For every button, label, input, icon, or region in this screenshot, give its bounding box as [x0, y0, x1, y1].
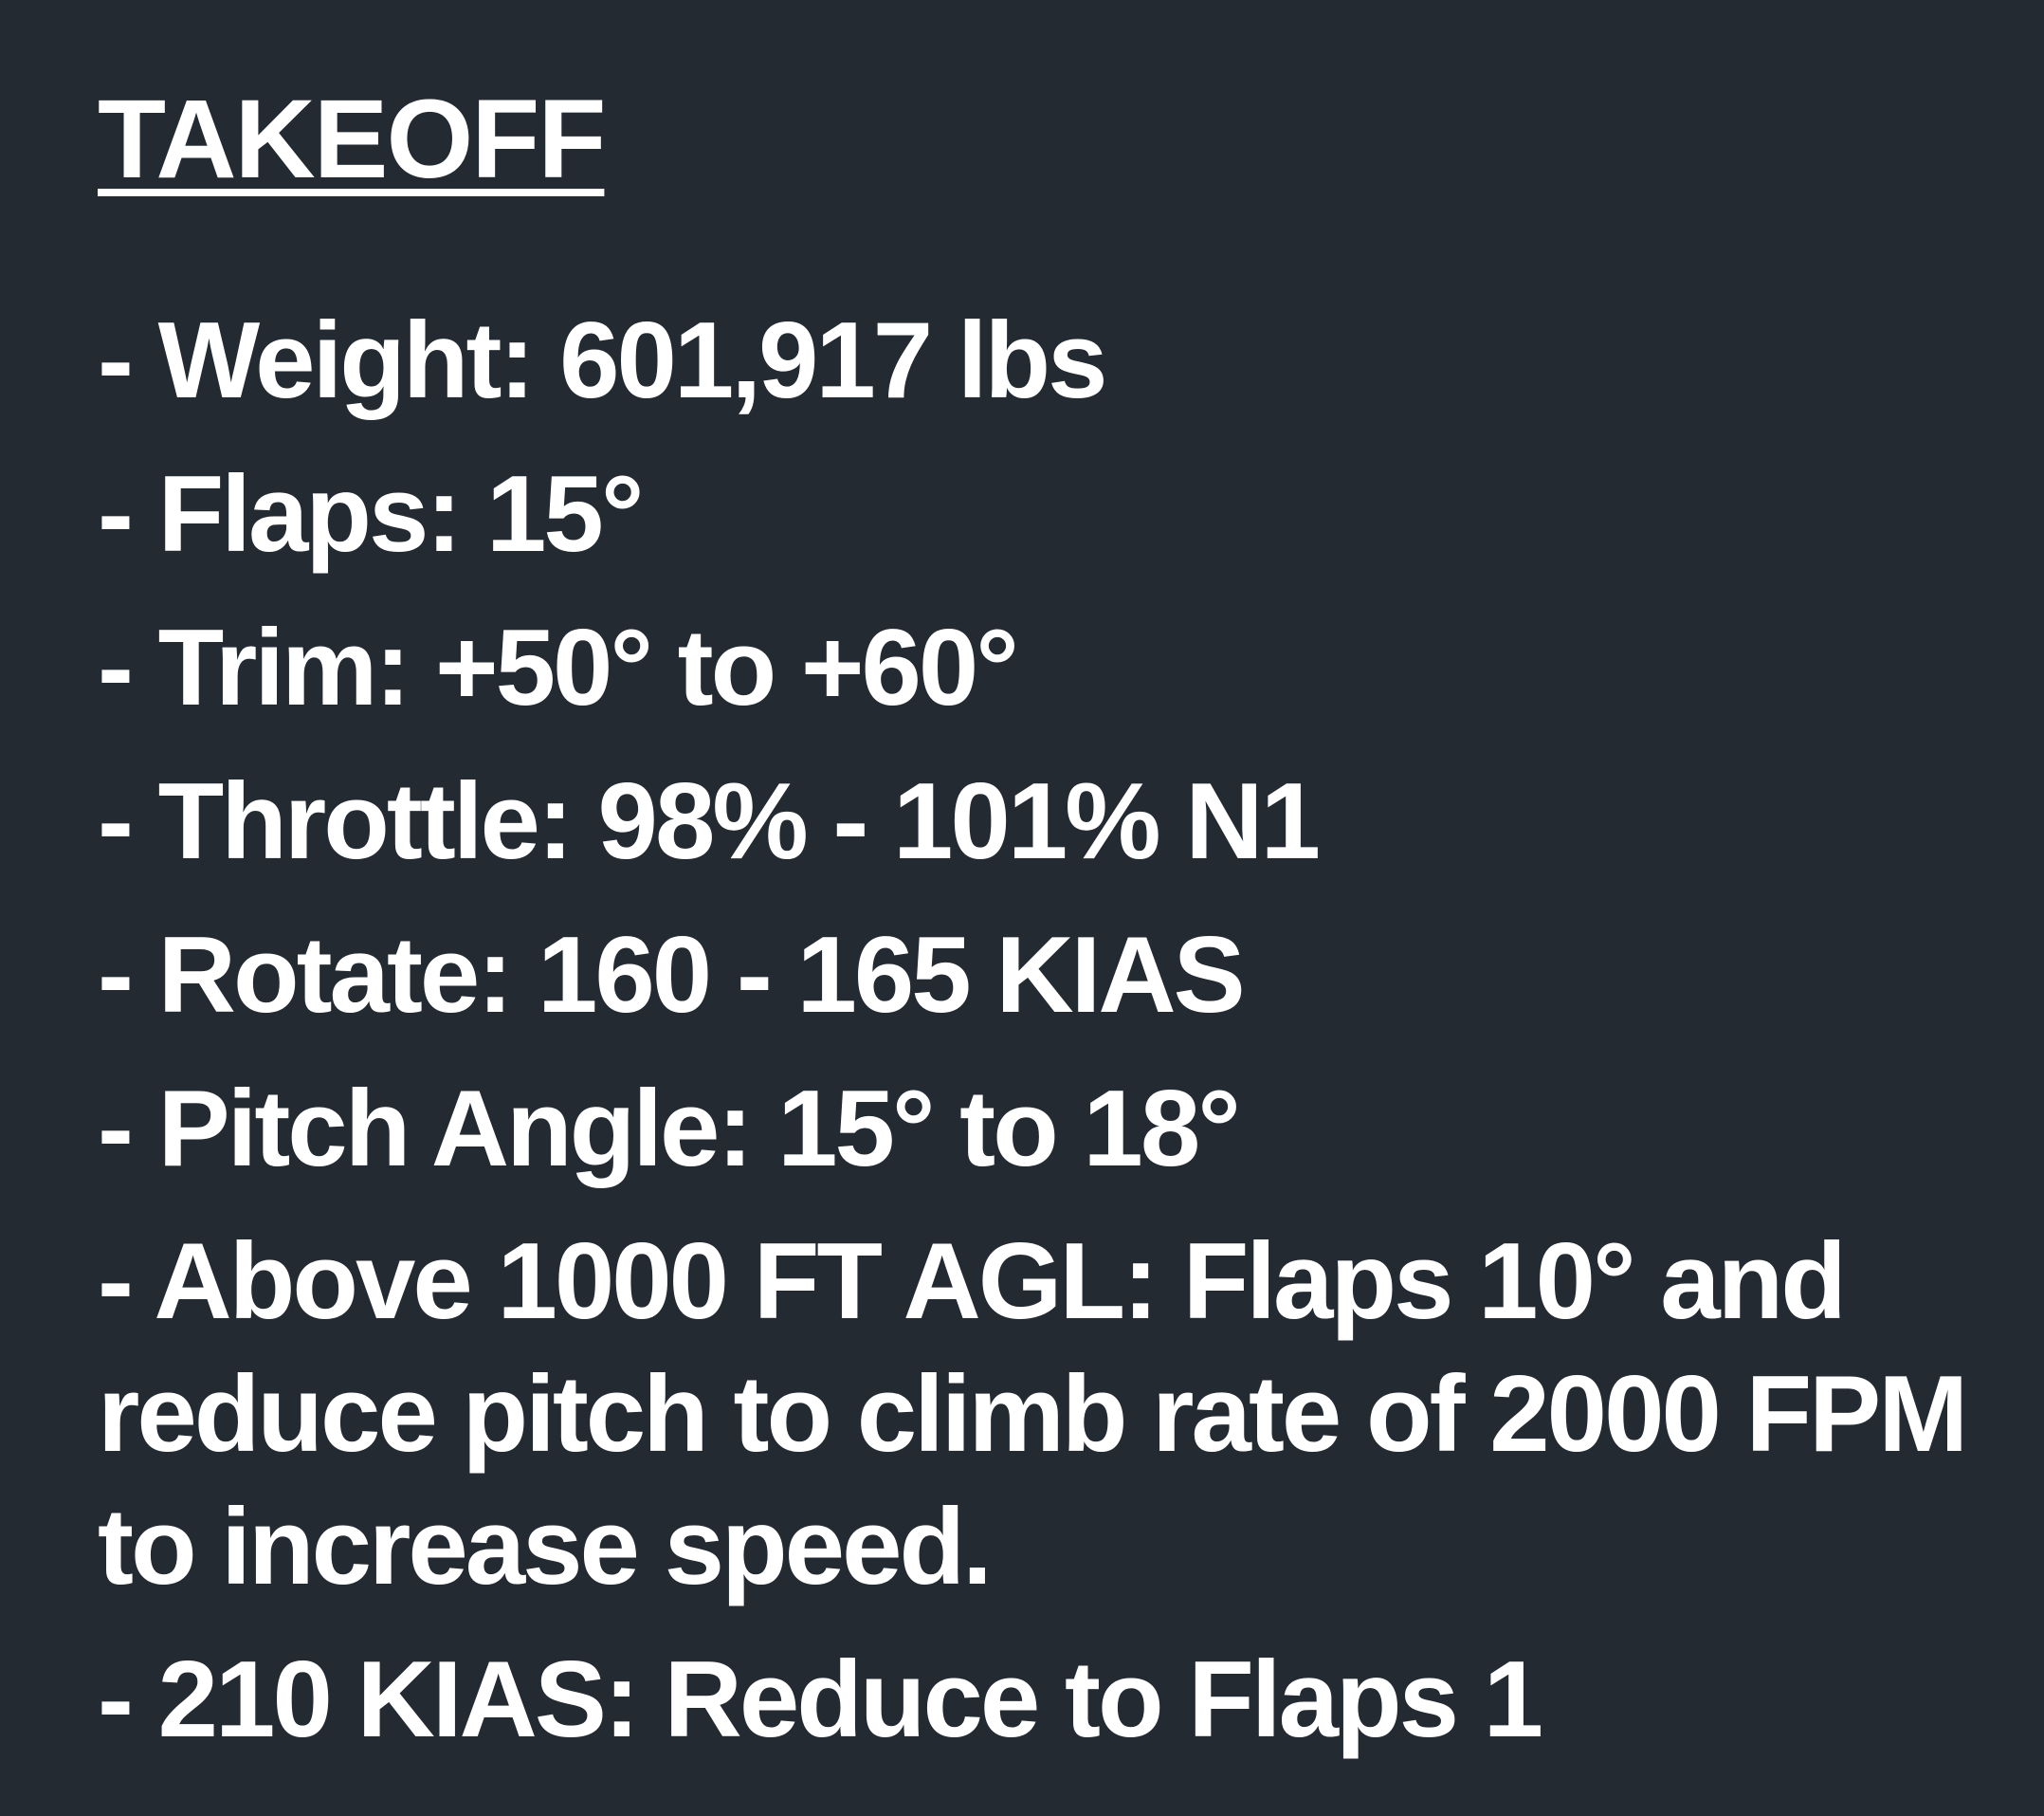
- list-item-pitch-angle: - Pitch Angle: 15° to 18°: [98, 1069, 1241, 1189]
- list-item-rotate: - Rotate: 160 - 165 KIAS: [98, 915, 1246, 1036]
- list-item-throttle: - Throttle: 98% - 101% N1: [98, 761, 1321, 882]
- list-item-flaps: - Flaps: 15°: [98, 454, 644, 575]
- slide-title: TAKEOFF: [98, 77, 606, 202]
- takeoff-list: - Weight: 601,917 lbs - Flaps: 15° - Tri…: [98, 284, 1994, 1777]
- list-item-above-1000-ft: - Above 1000 FT AGL: Flaps 10° and reduc…: [98, 1221, 1968, 1607]
- list-item-210-kias: - 210 KIAS: Reduce to Flaps 1: [98, 1640, 1543, 1760]
- list-item-weight: - Weight: 601,917 lbs: [98, 301, 1108, 421]
- list-item-trim: - Trim: +50° to +60°: [98, 608, 1019, 728]
